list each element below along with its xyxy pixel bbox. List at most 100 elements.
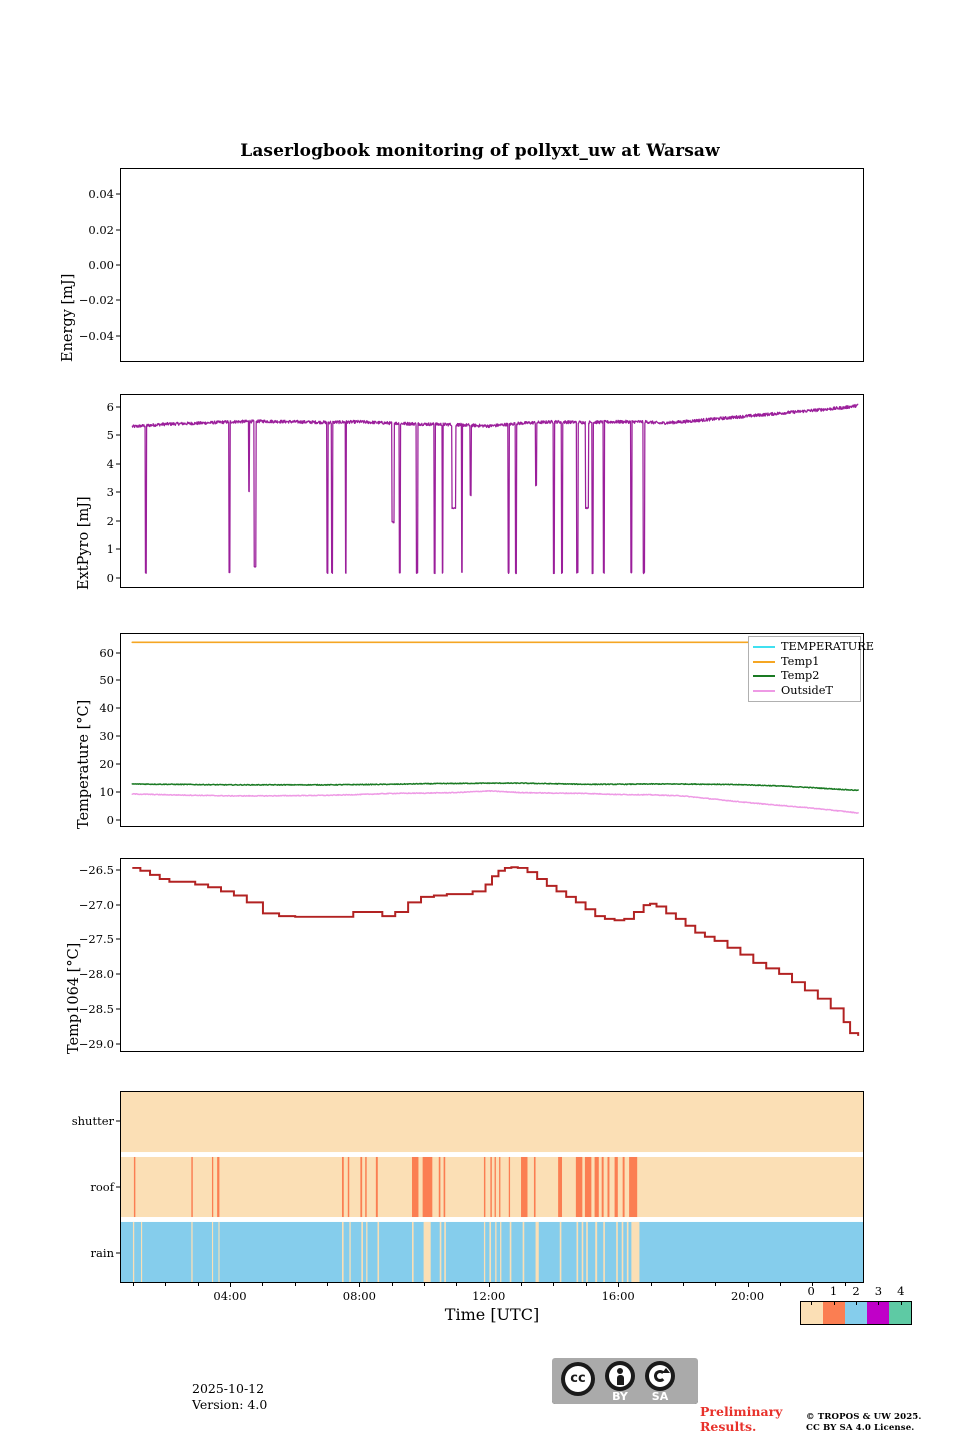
panel-energy [120, 168, 864, 362]
status-span [508, 1156, 511, 1218]
preliminary-results-note: Preliminary Results. [700, 1404, 783, 1434]
ytick-label: 0 [106, 571, 114, 585]
status-span [438, 1156, 441, 1218]
colorbar-tick-label: 3 [874, 1284, 883, 1298]
ytick-label: 50 [99, 673, 114, 688]
colorbar-tick-mark [900, 1301, 902, 1305]
status-span [211, 1221, 214, 1282]
ytick-label: 4 [106, 456, 114, 471]
xtick-minor [391, 1283, 393, 1286]
extpyro-plot-area [121, 395, 863, 587]
status-span [191, 1221, 193, 1282]
status-span [411, 1156, 419, 1218]
ytick-label: −28.0 [78, 967, 114, 982]
ytick-label: 1 [106, 542, 114, 557]
ytick-mark [116, 819, 120, 821]
series-temp2 [131, 782, 859, 792]
status-row-tick [116, 1252, 120, 1254]
status-span [483, 1221, 486, 1282]
xtick-label: 20:00 [730, 1289, 765, 1303]
temp1064-plot-area [121, 859, 863, 1051]
energy-plot-area [121, 169, 863, 361]
status-span [581, 1221, 584, 1282]
colorbar-segment-2 [845, 1302, 867, 1324]
xtick-minor [812, 1283, 814, 1286]
ytick-mark [116, 791, 120, 793]
status-span [558, 1156, 563, 1218]
status-span [522, 1221, 525, 1282]
xtick-major [229, 1283, 231, 1287]
xtick-minor [715, 1283, 717, 1286]
legend-item-temperature[interactable]: TEMPERATURE [753, 640, 874, 655]
status-span [559, 1221, 562, 1282]
ytick-mark [116, 193, 120, 195]
status-colorbar [800, 1301, 912, 1325]
colorbar-segment-3 [867, 1302, 889, 1324]
ytick-mark [116, 904, 120, 906]
xtick-minor [682, 1283, 684, 1286]
ytick-label: 5 [106, 428, 114, 443]
ytick-mark [116, 264, 120, 266]
ytick-label: 0.04 [88, 187, 114, 202]
status-span [422, 1156, 433, 1218]
ytick-label: −27.5 [78, 932, 114, 947]
status-span [521, 1156, 528, 1218]
xtick-minor [779, 1283, 781, 1286]
status-span [341, 1156, 344, 1218]
xtick-minor [262, 1283, 264, 1286]
legend-label: Temp1 [781, 654, 820, 668]
legend-swatch-icon [753, 675, 775, 678]
colorbar-segment-1 [823, 1302, 845, 1324]
colorbar-tick-mark [811, 1301, 813, 1305]
ytick-mark [116, 652, 120, 654]
status-span [626, 1221, 629, 1282]
status-span [132, 1221, 135, 1282]
xtick-minor [585, 1283, 587, 1286]
status-row-base [121, 1156, 863, 1218]
ytick-mark [116, 335, 120, 337]
legend-temperature: TEMPERATURE Temp1 Temp2 OutsideT [748, 636, 874, 702]
ytick-mark [116, 463, 120, 465]
panel-temperature [120, 633, 864, 827]
temperature-plot-area [121, 634, 863, 826]
sa-arrow-ring [654, 1370, 666, 1382]
status-span [584, 1156, 592, 1218]
xtick-minor [327, 1283, 329, 1286]
status-span [500, 1221, 502, 1282]
legend-item-outsidet[interactable]: OutsideT [753, 684, 855, 699]
page-title: Laserlogbook monitoring of pollyxt_uw at… [240, 141, 720, 161]
status-span [218, 1221, 220, 1282]
status-span [423, 1221, 431, 1282]
cc-license-badge: cc BY SA [552, 1358, 698, 1404]
ytick-label: 40 [99, 701, 114, 716]
ytick-label: 30 [99, 729, 114, 744]
cc-icon-inner [565, 1366, 591, 1392]
ytick-mark [116, 520, 120, 522]
ytick-label: 0 [106, 813, 114, 828]
status-span [614, 1156, 618, 1218]
status-span [191, 1156, 193, 1218]
temp1064-series [132, 866, 860, 1036]
cc-icon-text: cc [570, 1371, 586, 1386]
series-outsidet [131, 789, 859, 814]
xtick-major [359, 1283, 361, 1287]
ytick-label: −29.0 [78, 1036, 114, 1051]
ytick-label: 0.00 [88, 258, 114, 272]
ytick-mark [116, 229, 120, 231]
status-span [586, 1221, 588, 1282]
status-span [361, 1221, 363, 1282]
status-span [607, 1156, 610, 1218]
ytick-label: 10 [99, 785, 114, 800]
legend-item-temp2[interactable]: Temp2 [753, 669, 855, 684]
ytick-label: 60 [99, 645, 114, 660]
status-span [349, 1221, 351, 1282]
status-span [490, 1156, 492, 1218]
status-span [616, 1221, 618, 1282]
ytick-mark [116, 707, 120, 709]
status-span [341, 1221, 344, 1282]
legend-item-temp1[interactable]: Temp1 [753, 655, 855, 670]
status-span [483, 1156, 486, 1218]
extpyro-series [131, 403, 859, 575]
ylabel-temp1064: Temp1064 [°C] [66, 942, 82, 1054]
